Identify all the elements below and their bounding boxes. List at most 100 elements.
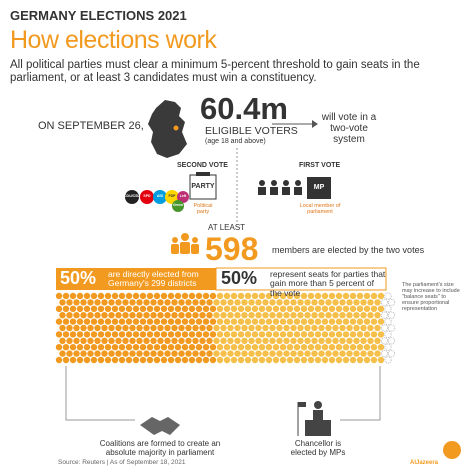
seat-dot [167, 344, 175, 351]
seat-dot [132, 331, 140, 338]
seat-dot [269, 299, 276, 306]
seat-dot [360, 337, 367, 344]
seat-dot [66, 337, 73, 344]
seat-dot [216, 344, 224, 351]
seat-dot [300, 318, 308, 325]
seat-dot [283, 324, 290, 332]
seat-dot [206, 299, 213, 306]
seat-dot [108, 337, 115, 344]
seat-dot [220, 299, 227, 306]
seat-dot [206, 312, 213, 319]
seat-dot [80, 350, 87, 357]
seat-dot [353, 350, 360, 357]
seat-dot [258, 331, 266, 338]
seat-dot [206, 324, 213, 332]
seat-dot [300, 331, 308, 338]
seat-dot [101, 312, 108, 319]
seat-dot [59, 337, 66, 344]
seat-dot [178, 337, 185, 344]
seat-dot [69, 305, 77, 312]
seat-dot [160, 318, 168, 325]
seat-dot [297, 312, 304, 319]
seat-dot [167, 331, 175, 338]
coalition-text: Coalitions are formed to create an absol… [99, 439, 221, 457]
seat-dot [174, 292, 182, 300]
seat-dot [195, 331, 203, 338]
seat-dot [367, 337, 374, 344]
seat-dot [237, 318, 245, 325]
seat-dot [279, 292, 287, 300]
party-logo-label: Green [172, 203, 184, 207]
seat-dot [304, 324, 311, 332]
seat-dot [370, 305, 378, 312]
seat-dot [90, 318, 98, 325]
seat-dot [90, 356, 98, 364]
seat-dot [139, 331, 147, 338]
seat-dot [286, 344, 294, 351]
chancellor-icon [297, 401, 331, 436]
seat-dot [244, 318, 252, 325]
seat-dot [185, 324, 192, 332]
seat-dot [223, 318, 231, 325]
seat-dot [325, 350, 332, 357]
seat-dot [62, 331, 70, 338]
seat-dot [153, 305, 161, 312]
seat-dot [332, 312, 339, 319]
seat-dot [188, 344, 196, 351]
seat-dot [297, 337, 304, 344]
seat-dot [374, 312, 381, 319]
seat-dot [237, 305, 245, 312]
seat-dot [293, 318, 301, 325]
seat-dot [314, 344, 322, 351]
seat-dot [241, 324, 248, 332]
seat-dot [94, 337, 101, 344]
seat-dot [55, 331, 63, 338]
seat-dot [136, 299, 143, 306]
seat-dot [262, 299, 269, 306]
seat-dot [279, 305, 287, 312]
seat-dot [374, 350, 381, 357]
seat-dot [223, 356, 231, 364]
seat-dot [332, 337, 339, 344]
seat-dot [62, 318, 70, 325]
seat-dot [94, 299, 101, 306]
seat-dot [199, 299, 206, 306]
voter-note: (age 18 and above) [205, 138, 266, 145]
seat-dot [157, 350, 164, 357]
seat-dot [118, 331, 126, 338]
seat-dot [353, 312, 360, 319]
seat-dot [167, 318, 175, 325]
seat-dot [125, 344, 133, 351]
seat-dot [307, 292, 315, 300]
seat-dot [318, 299, 325, 306]
seat-dot [380, 337, 389, 345]
seat-dot [104, 331, 112, 338]
seat-dot [234, 337, 241, 344]
seat-dot [384, 317, 392, 326]
seat-dot [69, 344, 77, 351]
seat-dot [314, 331, 322, 338]
seat-dot [339, 324, 346, 332]
seat-dot [234, 324, 241, 332]
seat-dot [380, 349, 389, 358]
seat-dot [76, 305, 84, 312]
seat-dot [195, 344, 203, 351]
seat-dot [356, 331, 364, 338]
seat-dot [272, 356, 280, 364]
seat-dot [251, 331, 259, 338]
seat-dot [55, 344, 63, 351]
seat-dot [234, 299, 241, 306]
seat-dot [363, 331, 371, 338]
balance-note: The parliament's size may increase to in… [402, 282, 460, 313]
seat-dot [136, 324, 143, 332]
seat-dot [311, 324, 318, 332]
seat-dot [216, 331, 224, 338]
seat-dot [181, 305, 189, 312]
left-pct: 50% [60, 268, 97, 288]
seat-dot [90, 305, 98, 312]
seat-dot [321, 318, 329, 325]
seat-dot [80, 299, 87, 306]
seat-dot [62, 292, 70, 300]
seat-dot [265, 305, 273, 312]
